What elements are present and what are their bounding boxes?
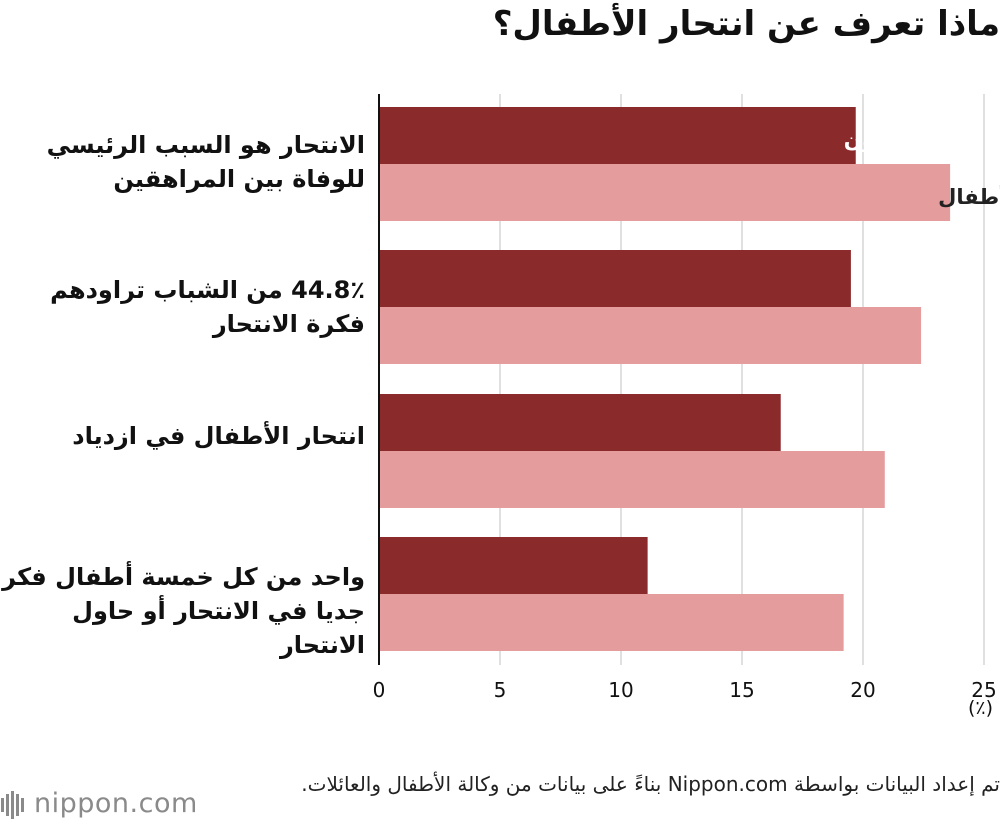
category-label: الانتحار هو السبب الرئيسي للوفاة بين الم… bbox=[46, 131, 365, 193]
bar-adults bbox=[379, 250, 851, 307]
bar-children bbox=[379, 164, 951, 221]
series-label: البالغون bbox=[844, 128, 926, 152]
x-tick-label: 25 bbox=[971, 678, 996, 702]
x-tick-label: 5 bbox=[494, 678, 507, 702]
category-label: 44.8٪ من الشباب تراودهم فكرة الانتحار bbox=[50, 276, 365, 338]
nippon-logo: nippon.com bbox=[0, 788, 198, 820]
category-label: واحد من كل خمسة أطفال فكر جديا في الانتح… bbox=[2, 563, 365, 659]
bar-adults bbox=[379, 394, 781, 451]
series-label: الأطفال bbox=[938, 183, 1000, 209]
bar-adults bbox=[379, 537, 648, 594]
logo-text: nippon.com bbox=[34, 788, 198, 819]
bar-chart: البالغون الأطفال 0 5 10 15 20 25 bbox=[373, 94, 1000, 702]
bar-children bbox=[379, 594, 844, 651]
source-note: تم إعداد البيانات بواسطة Nippon.com بناء… bbox=[301, 772, 1000, 796]
bar-children bbox=[379, 451, 885, 508]
bar-children bbox=[379, 307, 922, 364]
x-axis-unit: (٪) bbox=[968, 697, 994, 719]
x-tick-label: 0 bbox=[373, 678, 386, 702]
category-label: انتحار الأطفال في ازدياد bbox=[72, 422, 365, 450]
nippon-logo-icon bbox=[1, 791, 24, 819]
bar-adults bbox=[379, 107, 856, 164]
x-tick-label: 20 bbox=[850, 678, 875, 702]
chart-title: ماذا تعرف عن انتحار الأطفال؟ bbox=[492, 4, 1000, 44]
x-tick-label: 15 bbox=[729, 678, 754, 702]
x-tick-label: 10 bbox=[608, 678, 633, 702]
